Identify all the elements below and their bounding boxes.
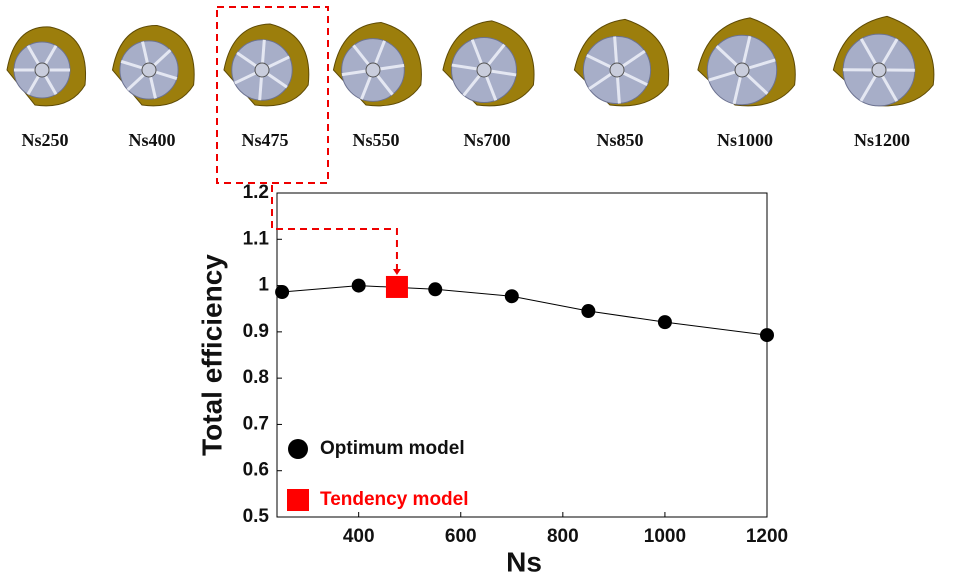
impeller [7,27,86,106]
eye [255,63,269,77]
y-tick-label: 0.8 [243,367,269,388]
point [658,315,672,329]
legend-label: Tendency model [320,489,469,510]
x-tick-label: 800 [547,526,579,547]
y-tick-label: 0.7 [243,413,269,434]
impeller [112,25,194,105]
x-tick-label: 400 [343,526,375,547]
callout [272,185,397,273]
eye [35,63,49,77]
y-tick-label: 0.6 [243,460,269,481]
y-tick-label: 0.9 [243,321,269,342]
legend-marker [287,489,309,511]
legend-label: Optimum model [320,438,465,459]
x-tick-label: 600 [445,526,477,547]
eye [872,63,886,77]
impeller-label: Ns700 [463,130,510,150]
point [505,289,519,303]
callout-arrow [393,269,401,275]
eye [366,63,380,77]
y-tick-label: 1 [258,275,269,296]
impeller-label: Ns400 [128,130,175,150]
impeller [224,24,309,106]
eye [610,63,624,77]
y-tick-label: 1.1 [243,228,270,249]
page: {"impeller_labels":["Ns250","Ns400","Ns4… [0,0,965,577]
plot-frame [277,193,767,517]
impeller-label: Ns1000 [717,130,773,150]
y-axis-title: Total efficiency [196,254,227,456]
impeller-label: Ns1200 [854,130,910,150]
point [428,282,442,296]
impeller [443,21,534,106]
impeller [833,16,934,105]
x-tick-label: 1000 [644,526,686,547]
x-axis-title: Ns [506,546,542,577]
eye [477,63,491,77]
x-tick-label: 1200 [746,526,788,547]
impeller-label: Ns475 [241,130,288,150]
eye [142,63,156,77]
figure: Ns Total efficiency Ns250 Ns400 Ns475 Ns550… [0,0,965,577]
point [581,304,595,318]
eye [735,63,749,77]
impeller-label: Ns850 [596,130,643,150]
point [275,285,289,299]
point [352,279,366,293]
series-line [282,286,767,336]
impeller-label: Ns250 [21,130,68,150]
point [760,328,774,342]
point [386,276,408,298]
y-tick-label: 1.2 [243,182,269,203]
impeller [698,18,795,106]
legend-marker [288,439,308,459]
impeller [333,22,421,105]
y-tick-label: 0.5 [243,506,270,527]
impeller-label: Ns550 [352,130,399,150]
impeller [574,19,668,105]
